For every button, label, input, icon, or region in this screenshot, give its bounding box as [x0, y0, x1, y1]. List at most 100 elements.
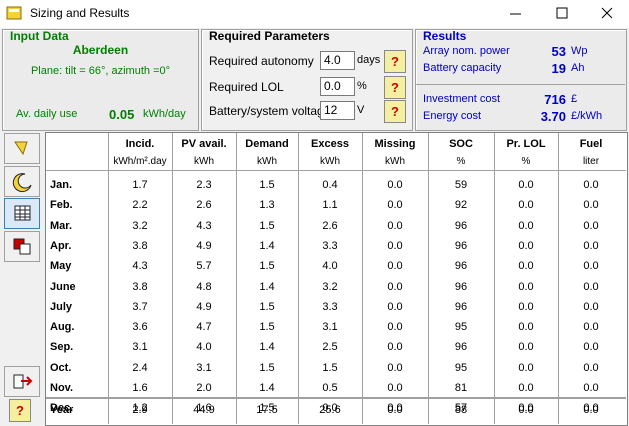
maximize-button[interactable] [556, 7, 568, 19]
table-cell: 1.1 [322, 199, 338, 212]
table-cell: 1.5 [259, 321, 275, 334]
table-cell: 4.9 [196, 300, 212, 313]
row-label: July [50, 300, 73, 313]
parameter-label: Required autonomy [209, 54, 314, 68]
parameter-unit: % [357, 80, 367, 92]
table-cell: 1.4 [259, 382, 275, 394]
table-cell: 3.3 [322, 239, 338, 252]
table-cell: 2.9 [132, 404, 148, 416]
table-cell: 3.1 [322, 321, 338, 334]
table-cell: 0.0 [518, 280, 534, 293]
results-table [45, 132, 628, 426]
table-cell: 4.0 [322, 260, 338, 273]
export-button[interactable] [4, 366, 40, 397]
table-cell: 1.4 [259, 239, 275, 252]
row-label: Sep. [50, 341, 74, 354]
table-cell: 0.0 [583, 280, 599, 293]
column-unit: kWh [194, 156, 214, 167]
table-cell: 96 [454, 300, 468, 313]
panel-title: Results [423, 29, 467, 43]
window-title: Sizing and Results [30, 6, 130, 20]
table-cell: 2.3 [196, 179, 212, 191]
app-icon [6, 6, 22, 20]
result-unit: £/kWh [571, 110, 603, 122]
toolbar-button[interactable] [4, 166, 40, 197]
help-button[interactable]: ? [384, 76, 406, 99]
parameter-label: Battery/system voltage [209, 104, 331, 118]
toolbar-button[interactable] [4, 133, 40, 164]
table-cell: 0.0 [387, 219, 403, 232]
parameter-input[interactable]: 4.0 [320, 51, 355, 70]
column-unit: kWh/m².day [113, 156, 167, 167]
table-cell: 1.5 [259, 179, 275, 191]
window-controls[interactable] [500, 0, 629, 28]
table-cell: 92 [454, 199, 468, 212]
row-label: Dec. [50, 402, 74, 415]
table-cell: 0.0 [518, 219, 534, 232]
table-cell: 0.0 [387, 260, 403, 273]
result-unit: £ [571, 93, 578, 105]
parameter-input[interactable]: 12 [320, 101, 355, 120]
table-cell: 3.2 [132, 219, 148, 232]
row-label: June [50, 280, 76, 293]
table-cell: 1.4 [259, 341, 275, 354]
row-label: Mar. [50, 219, 73, 232]
table-cell: 0.0 [322, 402, 338, 415]
table-cell: 0.0 [583, 341, 599, 354]
help-button[interactable]: ? [384, 50, 406, 73]
table-cell: 2.2 [132, 199, 148, 212]
input-data-panel [2, 29, 199, 131]
daily-use-value: 0.05 [109, 107, 135, 122]
toolbar-button[interactable] [4, 231, 40, 262]
table-cell: 17.5 [256, 404, 278, 416]
table-cell: 0.4 [322, 179, 338, 191]
table-cell: 0.0 [518, 402, 534, 415]
table-cell: 1.6 [196, 402, 212, 415]
daily-use-label: Av. daily use [16, 108, 78, 120]
column-header: Fuel [579, 138, 603, 150]
table-cell: 88 [454, 404, 468, 416]
toolbar-button[interactable] [4, 198, 40, 229]
table-cell: 0.0 [518, 341, 534, 354]
close-button[interactable] [601, 7, 613, 19]
plane-orientation: Plane: tilt = 66°, azimuth =0° [30, 65, 171, 77]
table-cell: 1.5 [322, 361, 338, 374]
result-label: Investment cost [423, 93, 501, 105]
total-divider [46, 397, 626, 399]
table-cell: 0.0 [387, 404, 403, 416]
table-cell: 0.0 [387, 199, 403, 212]
help-button[interactable]: ? [9, 399, 31, 422]
column-divider [362, 133, 363, 424]
column-unit: % [521, 156, 531, 167]
parameter-label: Required LOL [209, 80, 284, 94]
column-header: Demand [245, 138, 289, 150]
table-cell: 1.4 [259, 280, 275, 293]
table-cell: 3.1 [196, 361, 212, 374]
table-cell: 3.3 [322, 300, 338, 313]
results-panel [415, 29, 627, 131]
table-cell: 5.7 [196, 260, 212, 273]
column-unit: kWh [320, 156, 340, 167]
row-label: Jan. [50, 179, 73, 191]
table-cell: 0.0 [583, 260, 599, 273]
required-parameters-panel [201, 29, 413, 131]
table-cell: 3.8 [132, 280, 148, 293]
table-cell: 1.5 [259, 260, 275, 273]
table-cell: 0.0 [583, 402, 599, 415]
table-cell: 0.0 [583, 199, 599, 212]
parameter-input[interactable]: 0.0 [320, 77, 355, 96]
table-cell: 81 [454, 382, 468, 394]
table-cell: 0.0 [583, 404, 599, 416]
column-unit: liter [582, 156, 600, 167]
table-cell: 0.0 [518, 300, 534, 313]
column-unit: kWh [385, 156, 405, 167]
table-cell: 4.3 [132, 260, 148, 273]
column-divider [494, 133, 495, 424]
help-button[interactable]: ? [384, 100, 406, 123]
row-label: Apr. [50, 239, 72, 252]
table-cell: 25.6 [319, 404, 341, 416]
result-label: Array nom. power [423, 45, 510, 57]
row-label: Year [50, 404, 74, 416]
